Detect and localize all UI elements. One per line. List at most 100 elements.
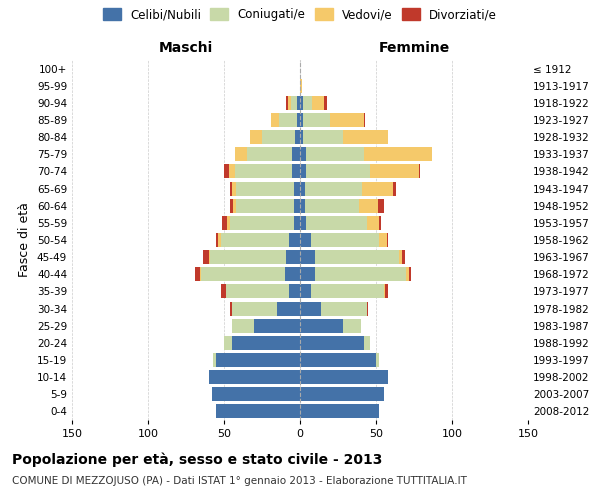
Bar xyxy=(367,216,379,230)
Bar xyxy=(195,268,200,281)
Bar xyxy=(279,113,297,127)
Bar xyxy=(247,148,292,162)
Bar xyxy=(300,216,306,230)
Bar xyxy=(300,182,305,196)
Bar xyxy=(379,216,380,230)
Bar xyxy=(321,302,367,316)
Bar xyxy=(306,216,367,230)
Bar xyxy=(406,268,409,281)
Bar xyxy=(211,250,286,264)
Bar xyxy=(209,370,300,384)
Bar xyxy=(419,164,420,178)
Bar xyxy=(364,336,370,350)
Bar xyxy=(217,404,300,418)
Bar xyxy=(359,198,377,212)
Bar xyxy=(229,164,235,178)
Bar xyxy=(300,78,302,92)
Bar xyxy=(271,113,279,127)
Bar xyxy=(218,233,221,247)
Bar xyxy=(409,268,411,281)
Legend: Celibi/Nubili, Coniugati/e, Vedovi/e, Divorziati/e: Celibi/Nubili, Coniugati/e, Vedovi/e, Di… xyxy=(103,8,497,22)
Bar xyxy=(305,182,362,196)
Bar xyxy=(399,250,402,264)
Bar xyxy=(291,96,297,110)
Bar xyxy=(232,336,300,350)
Bar xyxy=(200,268,201,281)
Bar xyxy=(379,233,386,247)
Bar xyxy=(212,388,300,402)
Bar xyxy=(289,233,300,247)
Bar xyxy=(297,113,300,127)
Bar xyxy=(300,318,343,332)
Bar xyxy=(300,113,303,127)
Bar xyxy=(300,148,306,162)
Bar xyxy=(254,318,300,332)
Bar xyxy=(303,113,331,127)
Bar xyxy=(300,233,311,247)
Bar xyxy=(303,130,343,144)
Bar xyxy=(315,268,406,281)
Bar xyxy=(221,284,226,298)
Bar xyxy=(311,233,379,247)
Bar xyxy=(230,182,232,196)
Bar xyxy=(364,148,432,162)
Bar xyxy=(235,148,247,162)
Bar xyxy=(217,233,218,247)
Bar xyxy=(223,216,227,230)
Bar xyxy=(311,284,383,298)
Bar xyxy=(300,164,306,178)
Bar xyxy=(300,250,315,264)
Bar xyxy=(214,353,217,367)
Bar xyxy=(221,233,289,247)
Bar xyxy=(236,182,294,196)
Bar xyxy=(201,268,285,281)
Bar xyxy=(292,164,300,178)
Bar xyxy=(235,164,292,178)
Bar xyxy=(331,113,364,127)
Bar xyxy=(385,284,388,298)
Bar xyxy=(300,404,379,418)
Text: Femmine: Femmine xyxy=(379,41,449,55)
Bar xyxy=(232,318,254,332)
Text: Popolazione per età, sesso e stato civile - 2013: Popolazione per età, sesso e stato civil… xyxy=(12,452,382,467)
Bar xyxy=(306,148,364,162)
Bar xyxy=(325,96,328,110)
Bar xyxy=(224,164,229,178)
Y-axis label: Fasce di età: Fasce di età xyxy=(19,202,31,278)
Text: COMUNE DI MEZZOJUSO (PA) - Dati ISTAT 1° gennaio 2013 - Elaborazione TUTTITALIA.: COMUNE DI MEZZOJUSO (PA) - Dati ISTAT 1°… xyxy=(12,476,467,486)
Bar xyxy=(386,233,388,247)
Bar xyxy=(232,182,236,196)
Bar xyxy=(262,130,295,144)
Bar xyxy=(294,216,300,230)
Bar xyxy=(306,164,370,178)
Bar xyxy=(315,250,399,264)
Bar xyxy=(402,250,405,264)
Bar xyxy=(294,198,300,212)
Bar xyxy=(224,336,232,350)
Bar xyxy=(393,182,396,196)
Bar xyxy=(226,284,289,298)
Bar xyxy=(295,130,300,144)
Bar xyxy=(292,148,300,162)
Bar xyxy=(250,130,262,144)
Bar xyxy=(203,250,209,264)
Bar xyxy=(286,96,288,110)
Bar xyxy=(300,336,364,350)
Bar xyxy=(343,318,361,332)
Bar xyxy=(370,164,419,178)
Bar xyxy=(285,268,300,281)
Bar xyxy=(236,198,294,212)
Bar xyxy=(364,113,365,127)
Bar xyxy=(300,130,303,144)
Bar xyxy=(289,284,300,298)
Bar xyxy=(277,302,300,316)
Bar xyxy=(217,353,300,367)
Bar xyxy=(286,250,300,264)
Bar xyxy=(294,182,300,196)
Bar xyxy=(300,284,311,298)
Bar xyxy=(288,96,291,110)
Bar xyxy=(300,198,305,212)
Bar xyxy=(376,353,379,367)
Bar xyxy=(377,198,383,212)
Bar xyxy=(300,370,388,384)
